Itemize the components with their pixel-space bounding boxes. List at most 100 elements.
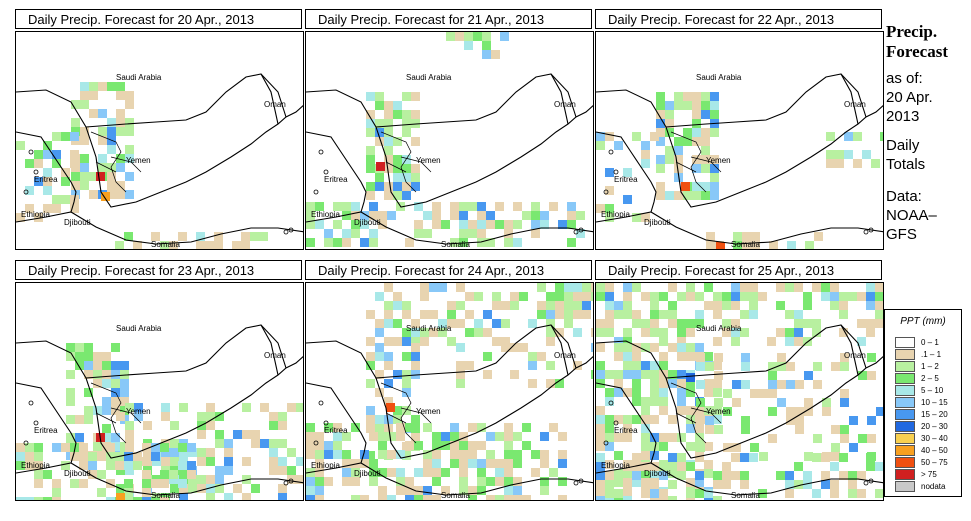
precip-cell: [555, 379, 564, 388]
precip-cell: [366, 92, 375, 101]
precip-cell: [742, 232, 751, 241]
precip-cell: [840, 362, 849, 371]
precip-cell: [641, 361, 650, 370]
precip-cell: [596, 480, 605, 489]
border-line: [260, 73, 287, 118]
precip-cell: [692, 155, 701, 164]
precip-cell: [695, 310, 704, 319]
precip-cell: [75, 343, 84, 352]
precip-cell: [821, 480, 830, 489]
precip-cell: [450, 202, 459, 211]
precip-cell: [522, 441, 531, 450]
border-line: [375, 324, 569, 379]
precip-cell: [740, 310, 749, 319]
precip-cell: [605, 489, 614, 498]
precip-cell: [573, 292, 582, 301]
border-line: [665, 73, 859, 128]
legend-label: 10 – 15: [921, 398, 948, 407]
precip-cell: [450, 450, 459, 459]
precip-cell: [641, 328, 650, 337]
precip-cell: [25, 186, 34, 195]
coastline: [16, 211, 303, 245]
precip-cell: [567, 220, 576, 229]
precip-cell: [546, 292, 555, 301]
precip-cell: [98, 127, 107, 136]
label-oman: Oman: [554, 100, 576, 109]
precip-cell: [482, 32, 491, 41]
precip-cell: [116, 154, 125, 163]
precip-cell: [650, 489, 659, 498]
precip-cell: [483, 370, 492, 379]
precip-cell: [495, 220, 504, 229]
border-line: [550, 324, 577, 369]
precip-cell: [767, 337, 776, 346]
side-heading-precip: Precip.: [886, 22, 938, 41]
precip-cell: [623, 496, 632, 500]
precip-cell: [659, 292, 668, 301]
forecast-panel-24-apr: Daily Precip. Forecast for 24 Apr., 2013…: [305, 260, 594, 501]
precip-cell: [432, 459, 441, 468]
precip-cell: [513, 220, 522, 229]
precip-cell: [537, 310, 546, 319]
legend-label: 40 – 50: [921, 446, 948, 455]
precip-cell: [826, 150, 835, 159]
precip-cell: [710, 173, 719, 182]
precip-cell: [71, 127, 80, 136]
precip-cell: [124, 232, 133, 241]
label-djibouti: Djibouti: [644, 218, 671, 227]
precip-cell: [197, 448, 206, 457]
precip-cell: [486, 477, 495, 486]
precip-cell: [375, 388, 384, 397]
precip-cell: [98, 154, 107, 163]
coastline: [306, 211, 593, 245]
precip-cell: [805, 241, 814, 249]
precip-cell: [546, 379, 555, 388]
precip-cell: [93, 370, 102, 379]
precip-cell: [555, 301, 564, 310]
precip-cell: [495, 432, 504, 441]
precip-cell: [733, 232, 742, 241]
precip-cell: [402, 451, 411, 460]
precip-cell: [650, 478, 659, 487]
precip-cell: [768, 389, 777, 398]
precip-cell: [89, 190, 98, 199]
precip-cell: [387, 450, 396, 459]
precip-cell: [378, 441, 387, 450]
precip-cell: [106, 497, 115, 500]
precip-cell: [731, 292, 740, 301]
legend-item: > 75: [895, 469, 937, 481]
precip-cell: [701, 146, 710, 155]
precip-cell: [831, 452, 840, 461]
precip-cell: [677, 406, 686, 415]
legend-item: 40 – 50: [895, 445, 948, 457]
precip-cell: [214, 232, 223, 241]
precip-cell: [405, 477, 414, 486]
precip-cell: [686, 406, 695, 415]
precip-cell: [206, 421, 215, 430]
precip-cell: [776, 283, 785, 292]
precip-cell: [686, 373, 695, 382]
precip-cell: [80, 82, 89, 91]
precip-cell: [840, 425, 849, 434]
precip-cell: [34, 470, 43, 479]
precip-cell: [351, 202, 360, 211]
precip-cell: [768, 434, 777, 443]
precip-cell: [495, 459, 504, 468]
panel-title: Daily Precip. Forecast for 22 Apr., 2013: [595, 9, 882, 29]
precip-cell: [677, 337, 686, 346]
precip-cell: [623, 424, 632, 433]
legend-swatch: [895, 421, 915, 432]
precip-cell: [366, 310, 375, 319]
precip-cell: [402, 379, 411, 388]
precip-cell: [632, 283, 641, 292]
precip-cell: [665, 119, 674, 128]
precip-cell: [681, 182, 690, 191]
label-ethiopia: Ethiopia: [21, 461, 50, 470]
precip-cell: [102, 370, 111, 379]
precip-cell: [333, 202, 342, 211]
legend-item: 15 – 20: [895, 409, 948, 421]
precip-cell: [803, 301, 812, 310]
precip-cell: [423, 423, 432, 432]
precip-cell: [70, 443, 79, 452]
precip-map: Saudi Arabia Oman Yemen Eritrea Ethiopia Djib…: [305, 282, 594, 501]
